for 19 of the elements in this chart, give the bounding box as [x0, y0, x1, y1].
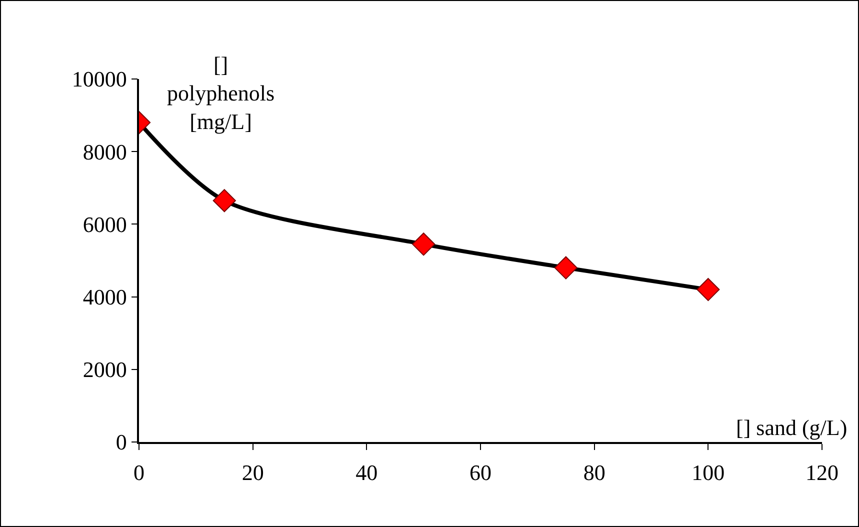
- x-axis-title: [] sand (g/L): [736, 415, 848, 440]
- y-tick-label: 0: [116, 430, 127, 455]
- x-tick-label: 80: [583, 460, 606, 486]
- x-tick-label: 120: [806, 460, 838, 486]
- x-tick-label: 0: [134, 460, 144, 486]
- y-tick-label: 4000: [82, 284, 127, 310]
- point: [212, 189, 236, 212]
- x-tick-label: 40: [356, 460, 378, 486]
- x-tick-label: 100: [692, 460, 725, 486]
- x-tick-label: 20: [242, 460, 264, 486]
- y-tick-label: 10000: [72, 66, 127, 92]
- y-tick-label: 8000: [82, 139, 127, 164]
- y-tick-label: 2000: [82, 357, 127, 382]
- y-axis-title: [] polyphenols [mg/L]: [167, 52, 275, 134]
- point: [696, 278, 720, 302]
- point: [412, 232, 436, 256]
- x-tick-label: 60: [470, 460, 492, 486]
- point: [554, 256, 578, 280]
- y-tick-label: 6000: [82, 212, 127, 237]
